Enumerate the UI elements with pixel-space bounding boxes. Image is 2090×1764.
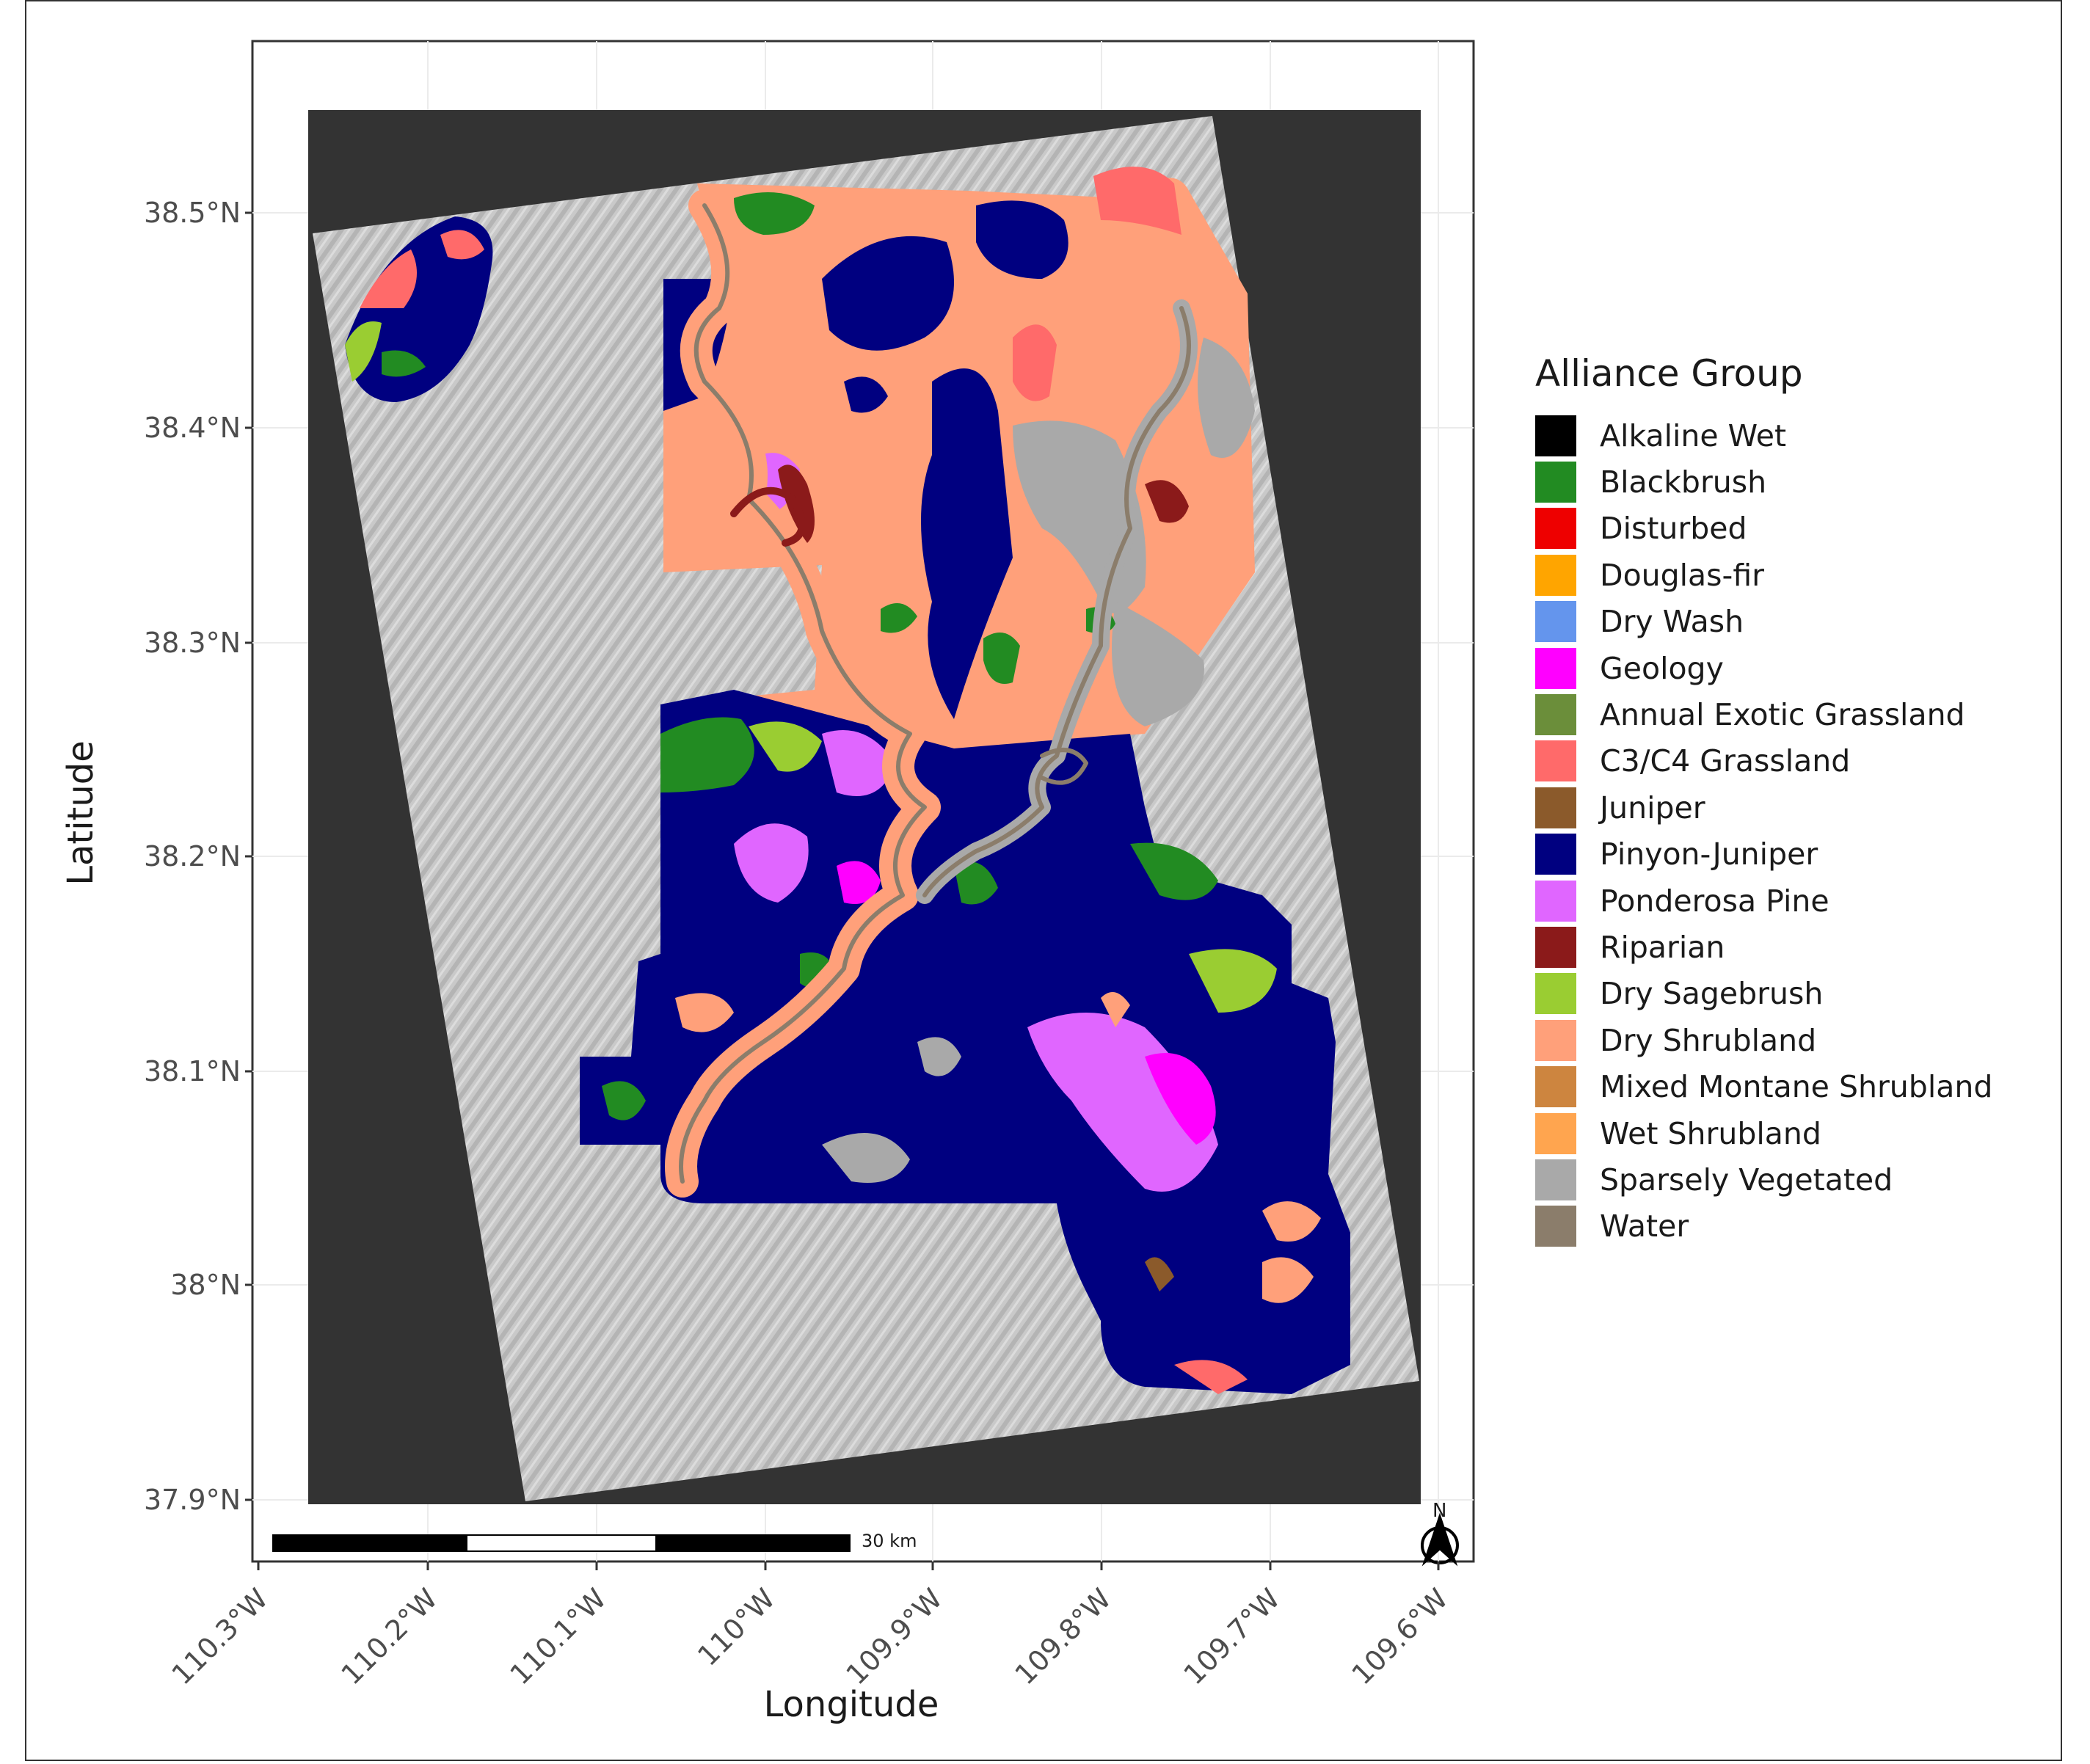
legend-item: Ponderosa Pine — [1535, 878, 1992, 924]
legend-label: Disturbed — [1600, 511, 1747, 547]
north-arrow-label: N — [1432, 1500, 1447, 1522]
ticks — [245, 211, 1440, 1570]
legend-swatch — [1535, 694, 1576, 736]
legend-item: Pinyon-Juniper — [1535, 831, 1992, 878]
lat-tick-label: 38.5°N — [143, 197, 241, 229]
legend-swatch — [1535, 415, 1576, 456]
scale-bar-label: 30 km — [862, 1531, 917, 1551]
legend-label: Dry Shrubland — [1600, 1022, 1817, 1058]
legend-swatch — [1535, 1206, 1576, 1247]
legend-swatch — [1535, 554, 1576, 596]
legend-label: Mixed Montane Shrubland — [1600, 1069, 1993, 1105]
legend-label: C3/C4 Grassland — [1600, 743, 1851, 779]
legend-label: Dry Wash — [1600, 604, 1744, 640]
legend-item: Annual Exotic Grassland — [1535, 691, 1992, 737]
legend: Alliance Group Alkaline Wet Blackbrush Dis… — [1535, 352, 1992, 1250]
legend-items: Alkaline Wet Blackbrush Disturbed Douglas-f… — [1535, 412, 1992, 1250]
legend-swatch — [1535, 1112, 1576, 1154]
legend-swatch — [1535, 973, 1576, 1015]
legend-swatch — [1535, 601, 1576, 643]
legend-label: Alkaline Wet — [1600, 418, 1787, 453]
legend-swatch — [1535, 787, 1576, 828]
legend-item: Dry Sagebrush — [1535, 971, 1992, 1017]
legend-item: Douglas-fir — [1535, 552, 1992, 598]
legend-label: Blackbrush — [1600, 464, 1767, 500]
legend-swatch — [1535, 508, 1576, 550]
x-axis-title: Longitude — [763, 1684, 939, 1725]
legend-label: Riparian — [1600, 929, 1725, 965]
lat-tick-label: 38.2°N — [143, 840, 241, 872]
lat-tick-label: 37.9°N — [143, 1484, 241, 1516]
legend-label: Wet Shrubland — [1600, 1115, 1821, 1151]
river-corridor — [665, 189, 1198, 1198]
legend-item: Geology — [1535, 645, 1992, 691]
scale-bar — [272, 1534, 851, 1552]
legend-item: Juniper — [1535, 784, 1992, 831]
legend-swatch — [1535, 1019, 1576, 1061]
lat-tick-label: 38.1°N — [143, 1055, 241, 1087]
legend-item: Disturbed — [1535, 506, 1992, 552]
legend-item: Wet Shrubland — [1535, 1110, 1992, 1156]
lat-tick-label: 38.4°N — [143, 412, 241, 444]
legend-label: Douglas-fir — [1600, 557, 1765, 593]
y-axis-title: Latitude — [60, 740, 101, 886]
legend-label: Pinyon-Juniper — [1600, 837, 1818, 872]
legend-item: Mixed Montane Shrubland — [1535, 1063, 1992, 1109]
lat-tick-label: 38°N — [170, 1269, 241, 1301]
legend-swatch — [1535, 880, 1576, 922]
legend-label: Annual Exotic Grassland — [1600, 697, 1965, 733]
legend-item: Blackbrush — [1535, 459, 1992, 505]
legend-item: Sparsely Vegetated — [1535, 1156, 1992, 1203]
legend-label: Ponderosa Pine — [1600, 883, 1829, 919]
legend-item: Riparian — [1535, 924, 1992, 970]
legend-swatch — [1535, 1066, 1576, 1108]
legend-item: C3/C4 Grassland — [1535, 738, 1992, 784]
north-arrow-icon — [1421, 1512, 1459, 1567]
legend-item: Water — [1535, 1203, 1992, 1250]
legend-swatch — [1535, 740, 1576, 782]
legend-swatch — [1535, 647, 1576, 689]
legend-swatch — [1535, 462, 1576, 503]
legend-label: Geology — [1600, 650, 1724, 686]
lat-tick-label: 38.3°N — [143, 627, 241, 659]
legend-swatch — [1535, 834, 1576, 875]
legend-title: Alliance Group — [1535, 352, 1803, 395]
legend-label: Water — [1600, 1209, 1689, 1244]
legend-item: Alkaline Wet — [1535, 412, 1992, 459]
legend-label: Dry Sagebrush — [1600, 976, 1824, 1012]
legend-swatch — [1535, 1159, 1576, 1200]
legend-item: Dry Shrubland — [1535, 1017, 1992, 1063]
legend-item: Dry Wash — [1535, 599, 1992, 645]
legend-swatch — [1535, 926, 1576, 968]
nw-patch — [345, 216, 493, 402]
legend-label: Juniper — [1600, 790, 1705, 825]
legend-label: Sparsely Vegetated — [1600, 1162, 1893, 1198]
figure-frame — [25, 0, 2062, 1761]
south-block — [580, 690, 1350, 1394]
